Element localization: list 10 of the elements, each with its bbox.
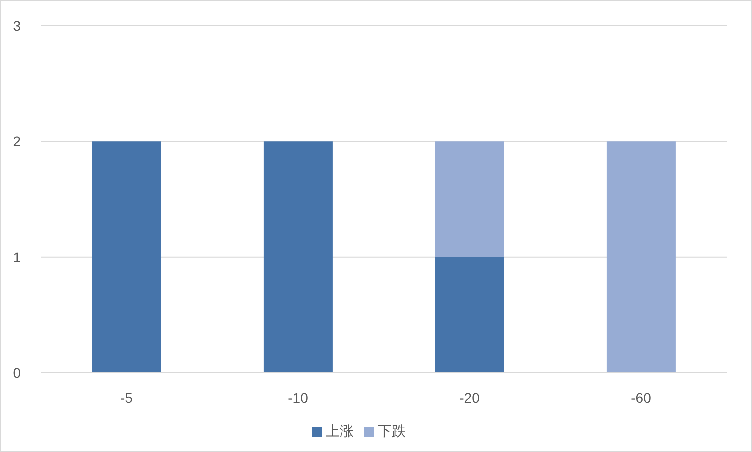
legend-label: 上涨 xyxy=(326,423,354,439)
y-tick-label: 0 xyxy=(13,364,22,381)
x-tick-label: -60 xyxy=(631,390,652,406)
y-tick-label: 1 xyxy=(13,249,22,266)
legend-label: 下跌 xyxy=(378,423,406,439)
y-tick-label: 2 xyxy=(13,134,22,150)
x-tick-label: -5 xyxy=(120,390,134,406)
x-tick-label: -10 xyxy=(288,390,309,406)
x-tick-label: -20 xyxy=(460,390,480,406)
y-tick-label: 3 xyxy=(13,18,22,34)
